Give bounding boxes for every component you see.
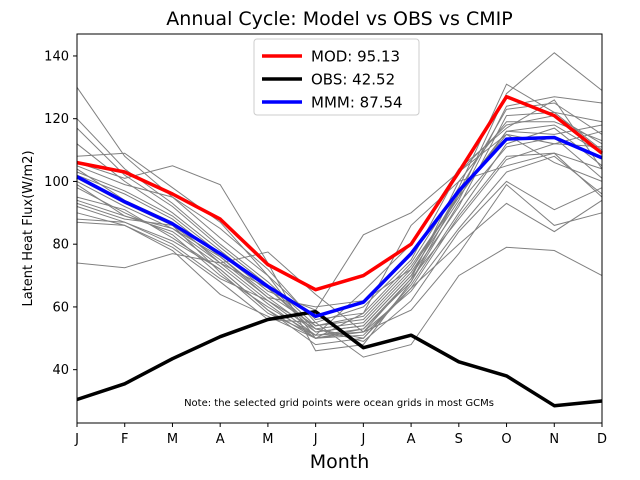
cmip-member-line-18: [76, 180, 603, 342]
cmip-member-line-22: [76, 183, 603, 333]
cmip-member-line-13: [76, 152, 603, 339]
cmip-member-line-19: [76, 152, 603, 339]
y-tick-label: 40: [52, 363, 69, 378]
mod-series-line: [76, 94, 604, 292]
x-tick-label: J: [360, 432, 365, 447]
cmip-member-line-6: [76, 124, 603, 352]
cmip-member-line-17: [76, 155, 603, 336]
x-axis-label: Month: [310, 451, 370, 473]
x-tick-label: J: [313, 432, 318, 447]
x-tick-label: A: [407, 432, 416, 447]
y-tick-label: 100: [44, 175, 69, 190]
legend-label-mod: MOD: 95.13: [311, 48, 400, 66]
y-tick-label: 120: [44, 112, 69, 127]
x-tick-label: M: [262, 432, 273, 447]
x-tick-label: A: [216, 432, 225, 447]
chart-title: Annual Cycle: Model vs OBS vs CMIP: [166, 8, 512, 30]
cmip-member-line-21: [76, 221, 603, 358]
cmip-member-line-2: [76, 52, 603, 327]
legend-label-mmm: MMM: 87.54: [311, 94, 403, 112]
x-tick-label: S: [455, 432, 463, 447]
obs-series-line: [76, 309, 603, 408]
cmip-member-line-10: [76, 124, 603, 327]
cmip-member-line-9: [76, 130, 603, 311]
x-tick-label: D: [597, 432, 607, 447]
y-tick-label: 80: [52, 238, 69, 253]
chart-note: Note: the selected grid points were ocea…: [184, 398, 494, 409]
y-tick-label: 140: [44, 49, 69, 64]
cmip-member-line-20: [76, 199, 603, 346]
y-axis-label: Latent Heat Flux(W/m2): [21, 150, 36, 306]
main-series: [76, 94, 604, 408]
mmm-series-line: [76, 135, 603, 319]
x-tick-label: O: [501, 432, 511, 447]
plot-frame: [76, 33, 603, 424]
x-tick-label: F: [121, 432, 128, 447]
legend: MOD: 95.13 OBS: 42.52 MMM: 87.54: [253, 38, 420, 116]
legend-box: [253, 38, 420, 116]
y-tick-label: 60: [52, 300, 69, 315]
x-tick-label: J: [74, 432, 79, 447]
legend-label-obs: OBS: 42.52: [311, 71, 395, 89]
x-tick-label: N: [549, 432, 559, 447]
y-axis: 40 60 80 100 120 140: [44, 49, 77, 378]
x-tick-label: M: [167, 432, 178, 447]
